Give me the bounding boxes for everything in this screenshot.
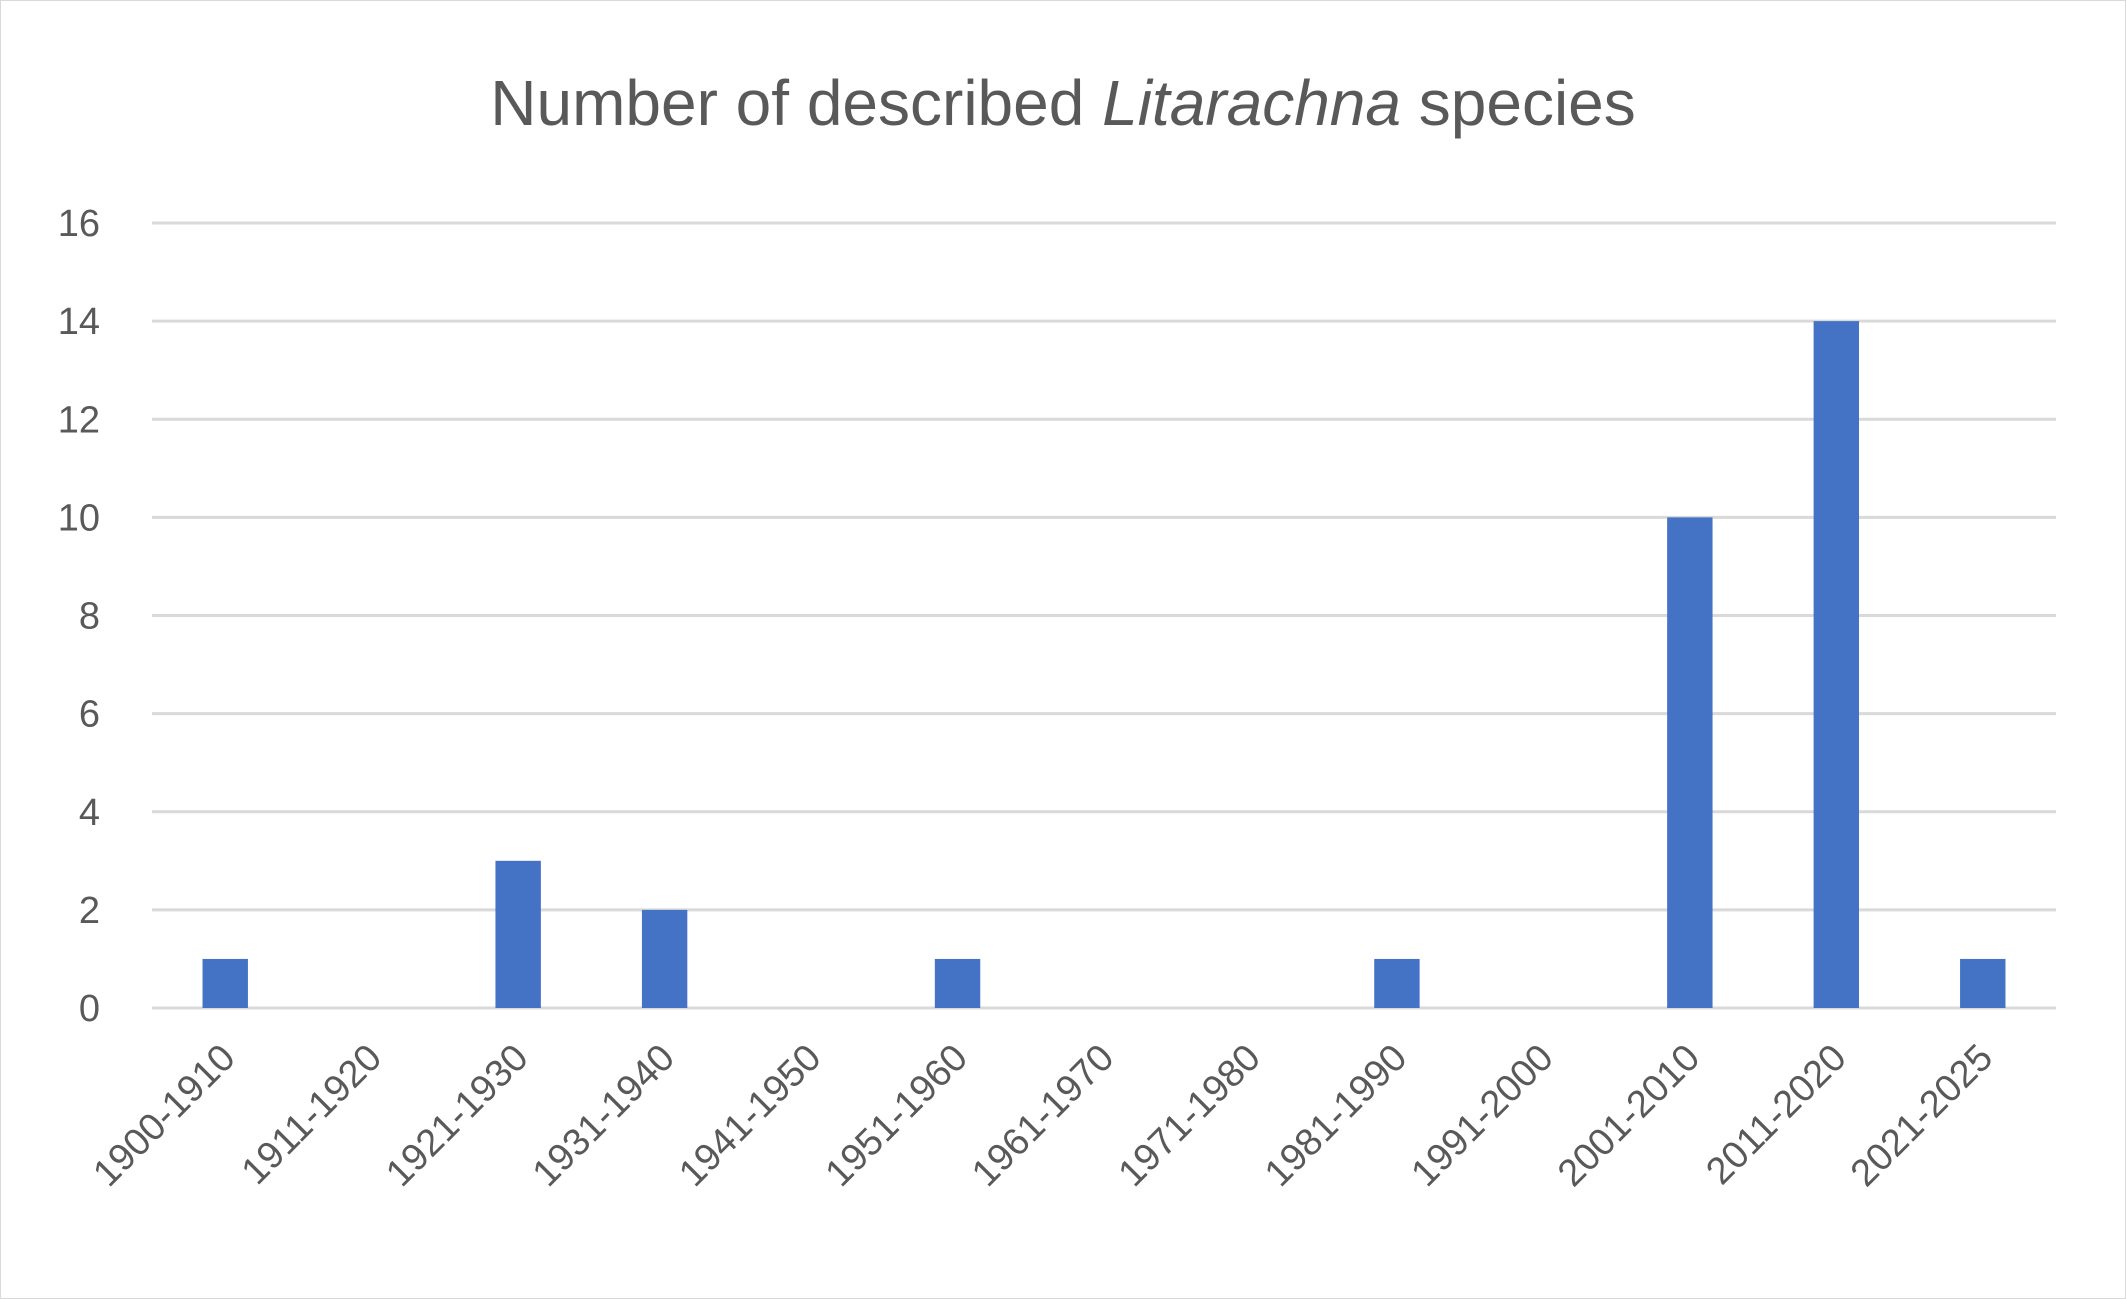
x-tick-label: 1971-1980	[1111, 1037, 1269, 1195]
bars	[202, 321, 2006, 1008]
x-tick-label: 2001-2010	[1550, 1037, 1708, 1195]
chart-title-before: Number of described	[490, 67, 1102, 139]
x-tick-label: 1931-1940	[525, 1037, 683, 1195]
y-tick-label: 10	[58, 497, 100, 539]
chart-title: Number of described Litarachna species	[490, 67, 1636, 139]
y-tick-label: 2	[79, 890, 100, 932]
bar-1981-1990	[1374, 958, 1420, 1008]
chart-title-after: species	[1401, 67, 1636, 139]
chart-title-italic: Litarachna	[1102, 67, 1401, 139]
bar-1951-1960	[934, 958, 981, 1008]
gridlines	[152, 221, 2056, 1010]
x-tick-label: 1991-2000	[1404, 1037, 1562, 1195]
x-tick-label: 1981-1990	[1257, 1037, 1415, 1195]
x-axis: 1900-19101911-19201921-19301931-19401941…	[85, 1037, 2001, 1195]
bar-2011-2020	[1813, 321, 1860, 1008]
y-axis: 0 2 4 6 8 10 12 14 16	[58, 203, 100, 1030]
bar-1900-1910	[202, 958, 248, 1008]
y-tick-label: 6	[79, 694, 100, 736]
x-tick-label: 1911-1920	[234, 1037, 390, 1193]
bar-1931-1940	[641, 909, 688, 1008]
y-tick-label: 8	[79, 596, 100, 638]
x-tick-label: 1921-1930	[378, 1037, 536, 1195]
x-tick-label: 1951-1960	[818, 1037, 976, 1195]
bar-2001-2010	[1667, 517, 1713, 1008]
x-tick-label: 1961-1970	[964, 1037, 1122, 1195]
bar-2021-2025	[1960, 958, 2006, 1008]
y-tick-label: 4	[79, 792, 100, 834]
x-tick-label: 2021-2025	[1843, 1037, 2001, 1195]
y-tick-label: 14	[58, 301, 100, 343]
x-tick-label: 1900-1910	[85, 1037, 243, 1195]
x-tick-label: 2011-2020	[1698, 1037, 1854, 1193]
x-tick-label: 1941-1950	[671, 1037, 829, 1195]
y-tick-label: 16	[58, 203, 100, 245]
y-tick-label: 0	[79, 988, 100, 1030]
bar-1921-1930	[495, 860, 541, 1008]
y-tick-label: 12	[58, 399, 100, 441]
